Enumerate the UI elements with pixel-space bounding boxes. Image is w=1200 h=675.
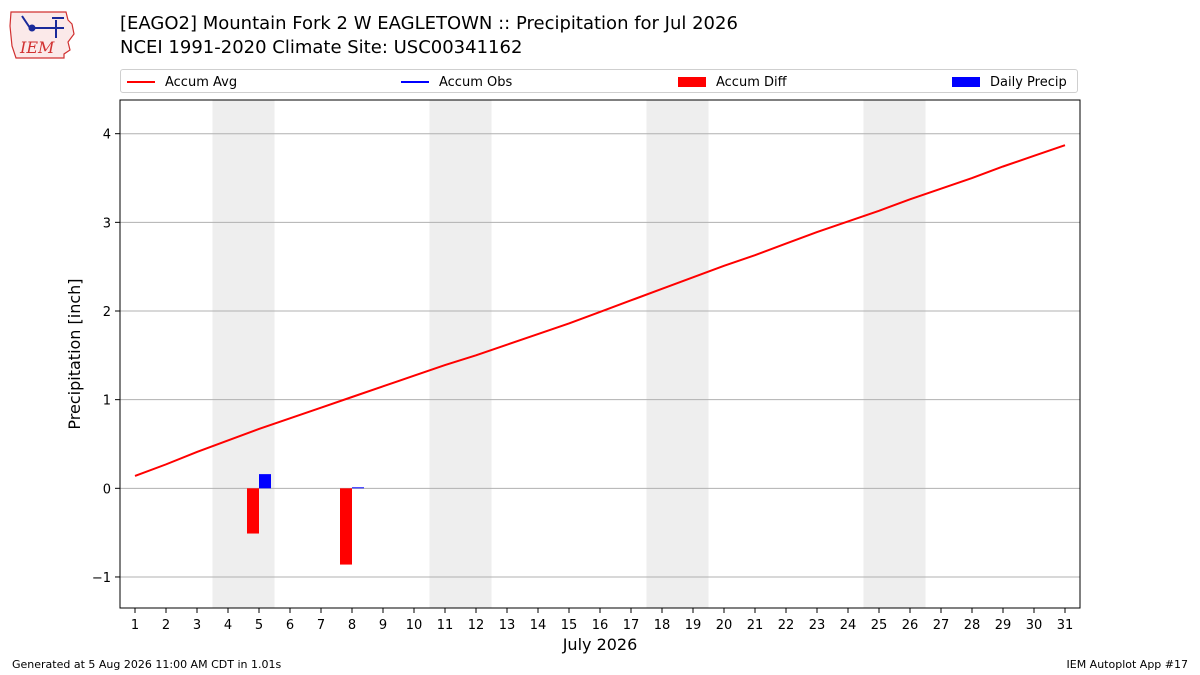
legend-label-daily-precip: Daily Precip [990, 74, 1067, 90]
y-axis: −1 0 1 2 3 4 [92, 128, 120, 586]
bars [247, 474, 364, 565]
x-tick-label: 18 [654, 618, 671, 633]
legend-item-accum-diff: Accum Diff [678, 73, 787, 91]
legend-swatch-accum-avg [127, 81, 155, 83]
iem-logo: IEM [9, 11, 75, 59]
y-tick-label: −1 [92, 571, 111, 586]
x-tick-label: 20 [716, 618, 733, 633]
x-tick-label: 11 [437, 618, 454, 633]
y-axis-label: Precipitation [inch] [65, 278, 84, 429]
legend: Accum Avg Accum Obs Accum Diff Daily Pre… [120, 69, 1078, 93]
accum-diff-bar [340, 488, 352, 565]
x-tick-label: 28 [964, 618, 981, 633]
x-tick-label: 15 [561, 618, 578, 633]
y-tick-label: 0 [103, 482, 111, 497]
daily-precip-bar [259, 474, 271, 489]
x-tick-label: 21 [747, 618, 764, 633]
x-tick-label: 31 [1057, 618, 1074, 633]
chart-title: [EAGO2] Mountain Fork 2 W EAGLETOWN :: P… [120, 13, 738, 34]
weekend-band [212, 100, 275, 608]
y-tick-label: 2 [103, 305, 111, 320]
x-tick-label: 16 [592, 618, 609, 633]
legend-label-accum-diff: Accum Diff [716, 74, 787, 90]
x-tick-label: 30 [1026, 618, 1043, 633]
lines [134, 144, 1066, 477]
y-tick-label: 1 [103, 394, 111, 409]
x-axis: 1 2 3 4 5 6 7 8 9 10 11 12 13 14 15 16 17 18 19 20 21 22 23 24 2… [131, 608, 1073, 633]
x-tick-label: 26 [902, 618, 919, 633]
legend-item-daily-precip: Daily Precip [952, 73, 1067, 91]
legend-swatch-accum-diff [678, 77, 706, 87]
weekend-band [646, 100, 709, 608]
weekend-band [863, 100, 926, 608]
x-tick-label: 27 [933, 618, 950, 633]
x-tick-label: 12 [468, 618, 485, 633]
y-tick-label: 3 [103, 216, 111, 231]
x-tick-label: 23 [809, 618, 826, 633]
daily-precip-bar [352, 487, 364, 489]
x-tick-label: 14 [530, 618, 547, 633]
x-tick-label: 10 [406, 618, 423, 633]
x-tick-label: 8 [348, 618, 356, 633]
x-tick-label: 3 [193, 618, 201, 633]
x-tick-label: 6 [286, 618, 294, 633]
x-tick-label: 17 [623, 618, 640, 633]
x-tick-label: 24 [840, 618, 857, 633]
weekend-shading [212, 100, 926, 608]
y-tick-label: 4 [103, 128, 111, 143]
x-tick-label: 5 [255, 618, 263, 633]
x-tick-label: 13 [499, 618, 516, 633]
legend-label-accum-obs: Accum Obs [439, 74, 513, 90]
x-tick-label: 7 [317, 618, 325, 633]
legend-item-accum-avg: Accum Avg [127, 73, 237, 91]
x-tick-label: 2 [162, 618, 170, 633]
x-tick-label: 1 [131, 618, 139, 633]
x-tick-label: 4 [224, 618, 232, 633]
accum-avg-line [134, 144, 1066, 477]
x-tick-label: 22 [778, 618, 795, 633]
footer-app: IEM Autoplot App #17 [1066, 658, 1189, 671]
footer-generated: Generated at 5 Aug 2026 11:00 AM CDT in … [12, 658, 282, 671]
legend-swatch-daily-precip [952, 77, 980, 87]
legend-swatch-accum-obs [401, 81, 429, 83]
x-tick-label: 29 [995, 618, 1012, 633]
accum-diff-bar [247, 488, 259, 534]
x-tick-label: 25 [871, 618, 888, 633]
x-axis-label: July 2026 [562, 635, 638, 654]
legend-item-accum-obs: Accum Obs [401, 73, 512, 91]
x-tick-label: 9 [379, 618, 387, 633]
weather-station-icon [21, 15, 64, 38]
legend-label-accum-avg: Accum Avg [165, 74, 238, 90]
chart-subtitle: NCEI 1991-2020 Climate Site: USC00341162 [120, 37, 523, 58]
logo-text: IEM [19, 38, 55, 57]
x-tick-label: 19 [685, 618, 702, 633]
